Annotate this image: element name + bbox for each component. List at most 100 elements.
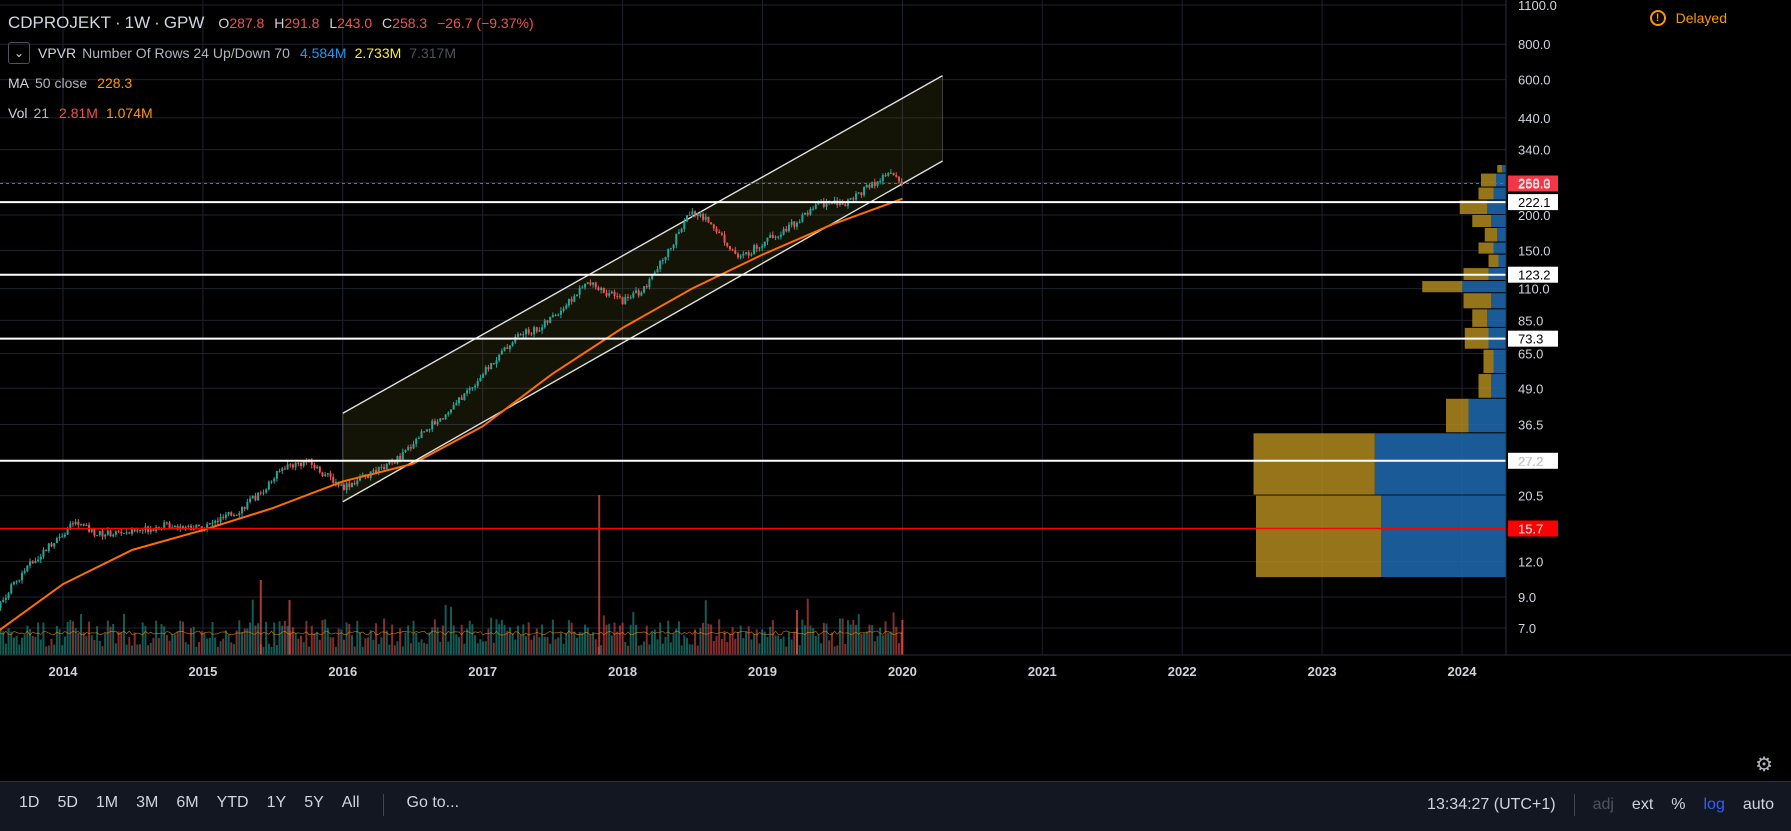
timeframe-5y[interactable]: 5Y [304, 794, 324, 811]
timeframe-all[interactable]: All [341, 794, 360, 811]
adj-toggle[interactable]: adj [1592, 796, 1614, 813]
candle-body [198, 524, 201, 527]
volume-bar [85, 636, 88, 655]
candle-body [340, 484, 343, 486]
volume-bar [249, 622, 252, 655]
chart-legend: CDPROJEKT · 1W · GPW O287.8 H291.8 L243.… [8, 8, 540, 128]
volume-bar [522, 624, 525, 655]
volume-bar [492, 642, 495, 655]
time-axis[interactable]: 2014 2015 2016 2017 2018 2019 2020 2021 2022 2023… [0, 654, 1791, 781]
timeframe-6m[interactable]: 6M [176, 794, 199, 811]
candle-body [441, 418, 444, 420]
volume-bar [643, 641, 646, 655]
vpvr-down-bar [1483, 349, 1494, 374]
timeframe-3m[interactable]: 3M [136, 794, 159, 811]
price-chart[interactable]: 222.1 123.2 73.3 27.2 15.7 258.3 2014 2015 2016… [0, 0, 1791, 781]
volume-bar [310, 625, 313, 655]
candle-body [85, 524, 88, 526]
horizontal-lines[interactable]: 222.1 123.2 73.3 27.2 15.7 258.3 [0, 175, 1558, 537]
volume-bar [892, 612, 895, 655]
candle-body [857, 192, 860, 194]
indicator-name[interactable]: VPVR [38, 45, 77, 61]
timeframe-1d[interactable]: 1D [19, 794, 40, 811]
candle-body [173, 526, 176, 528]
candle-body [696, 214, 699, 217]
candle-body [401, 452, 404, 460]
candle-body [817, 202, 820, 205]
candle-body [860, 192, 863, 196]
volume-bar [340, 629, 343, 655]
indicator-vpvr[interactable]: ⌄ VPVR Number Of Rows 24 Up/Down 70 4.58… [8, 38, 540, 68]
candle-body [766, 237, 769, 242]
volume-bar [441, 625, 444, 655]
symbol-name[interactable]: CDPROJEKT [8, 13, 111, 32]
volume-bar [447, 641, 450, 655]
indicator-value: 2.81M [59, 105, 98, 121]
candle-body [133, 529, 136, 532]
price-tick-label: 85.0 [1518, 313, 1543, 328]
candle-body [281, 468, 284, 471]
candle-body [342, 484, 345, 490]
volume-bar [567, 620, 570, 655]
price-tick-label: 110.0 [1518, 282, 1550, 297]
candle-body [71, 523, 74, 525]
candle-body [372, 470, 375, 472]
timeframe-ytd[interactable]: YTD [216, 794, 249, 811]
volume-bar [29, 629, 32, 655]
volume-bar [262, 646, 265, 655]
volume-bar [104, 633, 107, 655]
volume-bar [63, 636, 66, 655]
volume-bar [613, 622, 616, 655]
candle-body [769, 234, 772, 238]
volume-bar [610, 635, 613, 655]
candle-body [294, 462, 297, 468]
candle-body [270, 481, 273, 483]
volume-bar [88, 621, 91, 655]
candle-body [318, 466, 321, 473]
timeframe-1y[interactable]: 1Y [266, 794, 287, 811]
price-label-bg [1508, 452, 1558, 469]
indicator-name[interactable]: Vol [8, 105, 28, 121]
percent-toggle[interactable]: % [1671, 796, 1686, 813]
clock-label[interactable]: 13:34:27 (UTC+1) [1427, 796, 1556, 813]
volume-bar [69, 619, 72, 655]
candle-body [147, 526, 150, 533]
indicator-ma[interactable]: MA 50 close 228.3 [8, 68, 540, 98]
volume-bar [699, 627, 702, 655]
candle-body [643, 286, 646, 293]
volume-bar [286, 625, 289, 655]
interval-label[interactable]: 1W [124, 13, 151, 32]
candle-body [34, 560, 37, 564]
candle-body [404, 449, 407, 453]
candle-body [415, 438, 418, 445]
volume-bar [270, 646, 273, 655]
volume-bar [61, 645, 64, 655]
delayed-badge[interactable]: ! Delayed [1649, 10, 1727, 26]
timeframe-5d[interactable]: 5D [57, 794, 78, 811]
price-label: 123.2 [1518, 268, 1551, 283]
volume-bar [710, 624, 713, 655]
goto-button[interactable]: Go to... [406, 794, 460, 811]
candle-body [297, 462, 300, 464]
price-axis[interactable]: 1100.0 800.0 600.0 440.0 340.0 260.0 200.0 150.… [1505, 0, 1557, 655]
ext-toggle[interactable]: ext [1631, 796, 1654, 813]
volume-bar [825, 623, 828, 655]
gear-icon[interactable]: ⚙ [1755, 754, 1773, 776]
parallel-channel[interactable] [342, 75, 944, 503]
timeframe-1m[interactable]: 1M [95, 794, 119, 811]
volume-bar [423, 642, 426, 655]
price-tick-label: 340.0 [1518, 143, 1551, 158]
volume-bar [377, 644, 380, 655]
volume-bar [39, 639, 42, 655]
volume-bar [849, 624, 852, 655]
chevron-down-icon[interactable]: ⌄ [8, 42, 30, 64]
candle-body [466, 390, 469, 394]
candle-body [573, 296, 576, 302]
indicator-vol[interactable]: Vol 21 2.81M 1.074M [8, 98, 540, 128]
indicator-name[interactable]: MA [8, 75, 29, 91]
auto-toggle[interactable]: auto [1742, 796, 1774, 813]
toolbar-divider [1573, 794, 1575, 816]
candle-body [324, 474, 327, 476]
ma-line [0, 197, 903, 632]
log-toggle[interactable]: log [1703, 796, 1725, 813]
